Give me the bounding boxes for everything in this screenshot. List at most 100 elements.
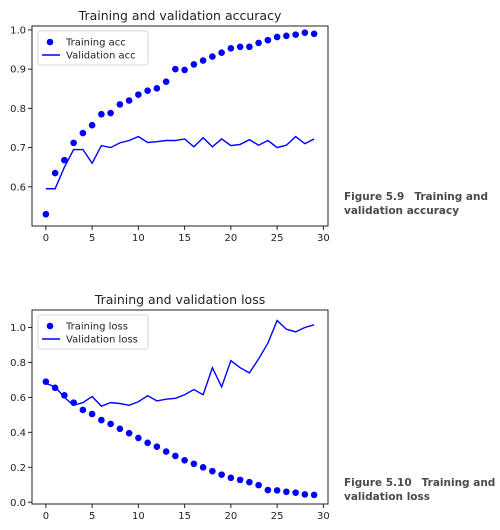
x-tick-label: 25 bbox=[271, 511, 284, 522]
data-point bbox=[153, 443, 161, 450]
y-tick-label: 0.0 bbox=[10, 498, 26, 509]
data-point bbox=[283, 488, 290, 496]
x-tick-label: 25 bbox=[271, 233, 284, 244]
y-tick-label: 0.2 bbox=[10, 463, 26, 474]
axes-frame bbox=[31, 25, 329, 227]
legend-label: Validation acc bbox=[66, 51, 136, 62]
x-tick-label: 15 bbox=[178, 233, 191, 244]
data-point bbox=[88, 410, 96, 418]
y-tick-label: 0.9 bbox=[10, 65, 26, 76]
data-point bbox=[144, 439, 151, 447]
data-point bbox=[190, 61, 198, 68]
x-tick-label: 20 bbox=[225, 233, 238, 244]
data-point bbox=[301, 29, 309, 36]
data-point bbox=[199, 463, 207, 471]
chart-title: Training and validation loss bbox=[94, 292, 265, 307]
x-tick-label: 30 bbox=[317, 511, 330, 522]
data-point bbox=[79, 129, 87, 137]
data-point bbox=[107, 420, 114, 428]
data-point bbox=[246, 478, 253, 486]
data-point bbox=[273, 33, 281, 41]
figure-caption-loss: Figure 5.10 Training and validation loss bbox=[344, 476, 500, 504]
figure-caption-text: Training and validation loss bbox=[344, 477, 496, 503]
data-point bbox=[246, 43, 253, 51]
legend-label: Training loss bbox=[65, 322, 128, 333]
series-line-1 bbox=[45, 135, 315, 190]
figure-number: Figure 5.9 bbox=[344, 191, 405, 203]
data-point bbox=[181, 66, 188, 74]
data-point bbox=[144, 87, 151, 95]
data-point bbox=[283, 32, 290, 40]
data-point bbox=[181, 457, 188, 464]
data-point bbox=[51, 169, 59, 177]
data-point bbox=[273, 487, 281, 494]
figure-number: Figure 5.10 bbox=[344, 477, 412, 489]
legend-label: Training acc bbox=[65, 38, 126, 49]
data-point bbox=[218, 471, 225, 478]
y-tick-label: 0.4 bbox=[10, 428, 26, 439]
figure-caption-accuracy: Figure 5.9 Training and validation accur… bbox=[344, 190, 494, 218]
data-point bbox=[227, 474, 235, 482]
x-tick-label: 10 bbox=[132, 511, 145, 522]
data-point bbox=[88, 121, 96, 129]
data-point bbox=[98, 416, 105, 424]
data-point bbox=[236, 43, 244, 51]
x-tick-label: 0 bbox=[43, 233, 49, 244]
data-point bbox=[190, 460, 198, 468]
series-line-1 bbox=[45, 319, 315, 407]
y-tick-label: 0.6 bbox=[10, 182, 26, 193]
legend-label: Validation loss bbox=[66, 335, 138, 346]
data-point bbox=[209, 53, 216, 60]
axes-frame bbox=[31, 309, 329, 505]
data-point bbox=[301, 491, 309, 498]
y-tick-label: 0.6 bbox=[10, 393, 26, 404]
data-point bbox=[153, 85, 161, 92]
accuracy-chart: Training and validation accuracy 0 5 10 15 20… bbox=[10, 8, 330, 244]
data-point bbox=[116, 101, 124, 108]
y-tick-label: 0.7 bbox=[10, 143, 26, 154]
chart-title: Training and validation accuracy bbox=[78, 8, 282, 23]
legend-marker bbox=[46, 38, 54, 46]
x-tick-label: 20 bbox=[225, 511, 238, 522]
y-tick-label: 0.8 bbox=[10, 358, 26, 369]
data-point bbox=[162, 78, 170, 85]
data-point bbox=[135, 91, 142, 98]
data-point bbox=[61, 391, 68, 399]
data-point bbox=[42, 210, 50, 218]
x-tick-label: 10 bbox=[132, 233, 145, 244]
y-tick-label: 0.8 bbox=[10, 104, 26, 115]
data-point bbox=[292, 489, 299, 496]
x-tick-label: 30 bbox=[317, 233, 330, 244]
data-point bbox=[236, 476, 244, 484]
data-point bbox=[255, 481, 262, 489]
data-point bbox=[70, 139, 77, 147]
data-point bbox=[255, 39, 262, 47]
data-point bbox=[292, 31, 299, 38]
x-tick-label: 5 bbox=[89, 511, 95, 522]
data-point bbox=[172, 65, 179, 73]
x-tick-label: 5 bbox=[89, 233, 95, 244]
data-point bbox=[79, 406, 87, 414]
data-point bbox=[125, 97, 133, 104]
data-point bbox=[135, 434, 142, 442]
loss-chart: Training and validation loss 0 5 10 15 20 25 30… bbox=[10, 292, 330, 522]
data-point bbox=[199, 57, 207, 64]
legend-box bbox=[37, 314, 149, 350]
figure-caption-text: Training and validation accuracy bbox=[344, 191, 489, 217]
x-tick-label: 0 bbox=[43, 511, 49, 522]
legend-marker bbox=[46, 322, 54, 330]
data-point bbox=[310, 30, 318, 38]
data-point bbox=[310, 491, 318, 499]
x-tick-label: 15 bbox=[178, 511, 191, 522]
y-tick-label: 1.0 bbox=[10, 323, 26, 334]
data-point bbox=[116, 425, 124, 433]
data-point bbox=[61, 156, 68, 164]
data-point bbox=[227, 45, 235, 52]
data-point bbox=[125, 429, 133, 437]
y-tick-label: 1.0 bbox=[10, 25, 26, 36]
data-point bbox=[162, 448, 170, 455]
data-point bbox=[264, 36, 272, 44]
legend-box bbox=[37, 30, 149, 66]
data-point bbox=[98, 110, 105, 118]
data-point bbox=[264, 486, 272, 494]
